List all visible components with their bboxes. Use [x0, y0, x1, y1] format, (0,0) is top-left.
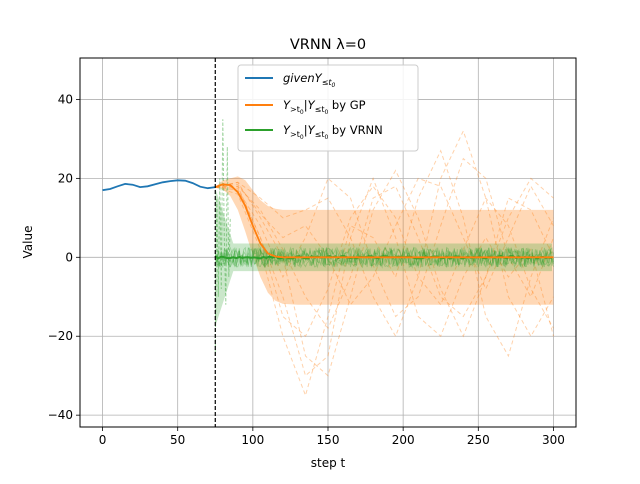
y-tick-label: −20: [48, 329, 73, 343]
given-layer: [102, 179, 216, 192]
chart-title: VRNN λ=0: [290, 37, 366, 53]
x-axis-label: step t: [311, 456, 346, 470]
given-series-line: [102, 179, 216, 192]
legend: givenY≤t0 Y>t0|Y≤t0 by GP Y>t0|Y≤t0 by V…: [237, 64, 419, 152]
gp-sample-line: [215, 157, 554, 318]
vrnn-initial-spikes: [214, 119, 231, 353]
x-tick-label: 0: [99, 433, 107, 447]
gp-sample-line: [215, 149, 554, 397]
gp-mean-line: [214, 183, 554, 259]
x-tick-label: 300: [542, 433, 565, 447]
vrnn-sample-line: [214, 247, 554, 269]
legend-label-given: givenY≤t0: [283, 71, 336, 89]
gp-sample-line: [215, 177, 554, 306]
gp-sample-line: [215, 185, 554, 338]
vrnn-sample-line: [214, 246, 554, 269]
gp-layer: [215, 129, 554, 397]
legend-label-gp: Y>t0|Y≤t0 by GP: [283, 98, 366, 116]
y-tick-label: 0: [65, 250, 73, 264]
x-tick-label: 200: [392, 433, 415, 447]
x-tick-label: 250: [467, 433, 490, 447]
y-tick-label: 40: [58, 92, 73, 106]
x-tick-label: 100: [241, 433, 264, 447]
x-tick-label: 50: [170, 433, 185, 447]
y-tick-label: 20: [58, 171, 73, 185]
y-tick-label: −40: [48, 408, 73, 422]
legend-label-vrnn: Y>t0|Y≤t0 by VRNN: [283, 123, 383, 141]
legend-box: [237, 64, 419, 152]
gp-sample-line: [215, 177, 554, 330]
x-axis-ticks: 0 50 100 150 200 250 300: [99, 427, 565, 447]
gp-sample-line: [215, 169, 554, 377]
vrnn-sample-line: [214, 246, 554, 269]
y-axis-label: Value: [21, 226, 35, 259]
gp-confidence-band: [215, 176, 554, 305]
y-axis-ticks: −40 −20 0 20 40: [48, 92, 80, 422]
gp-sample-line: [215, 129, 554, 338]
x-tick-label: 150: [317, 433, 340, 447]
